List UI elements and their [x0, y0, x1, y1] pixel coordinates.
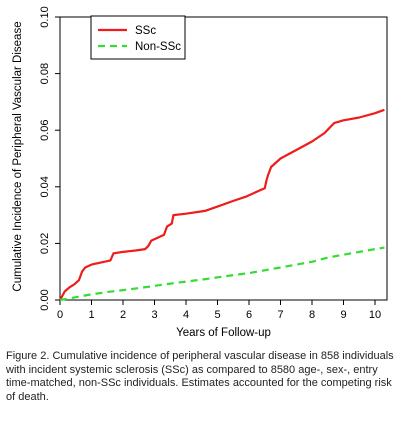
plot-border [59, 16, 388, 301]
y-axis: 0.00 0.02 0.04 0.06 0.08 0.10 [39, 6, 60, 311]
x-tick-label: 9 [340, 309, 346, 321]
x-tick-label: 2 [120, 309, 126, 321]
series-line-ssc [59, 108, 385, 301]
y-tick-label: 0.06 [39, 119, 51, 140]
x-axis-title: Years of Follow-up [176, 327, 271, 339]
x-tick-label: 5 [214, 309, 220, 321]
x-axis: 0 1 2 3 4 5 6 7 8 9 10 [57, 300, 381, 321]
legend-label: Non-SSc [135, 41, 181, 53]
series-layer [59, 108, 385, 302]
y-tick-label: 0.10 [39, 6, 51, 27]
x-tick-label: 1 [88, 309, 94, 321]
x-tick-label: 7 [277, 309, 283, 321]
x-tick-label: 6 [246, 309, 252, 321]
figure-caption: Figure 2. Cumulative incidence of periph… [6, 350, 394, 403]
legend-box [90, 15, 186, 60]
legend-label: SSc [135, 25, 156, 37]
x-tick-label: 0 [57, 309, 63, 321]
x-tick-label: 4 [183, 309, 189, 321]
y-tick-label: 0.04 [39, 176, 51, 197]
series-line-non-ssc [59, 246, 385, 302]
legend: SSc Non-SSc [90, 15, 186, 60]
x-tick-label: 8 [309, 309, 315, 321]
y-axis-title: Cumulative Incidence of Peripheral Vascu… [12, 21, 24, 291]
x-tick-label: 3 [151, 309, 157, 321]
plot-frame [59, 16, 388, 301]
y-tick-label: 0.02 [39, 233, 51, 254]
x-tick-label: 10 [369, 309, 381, 321]
y-tick-label: 0.08 [39, 63, 51, 84]
y-tick-label: 0.00 [39, 289, 51, 310]
line-chart: 0 1 2 3 4 5 6 7 8 9 10 0.00 0.02 0.04 0.06 0.08 0.10 SS… [12, 6, 388, 339]
